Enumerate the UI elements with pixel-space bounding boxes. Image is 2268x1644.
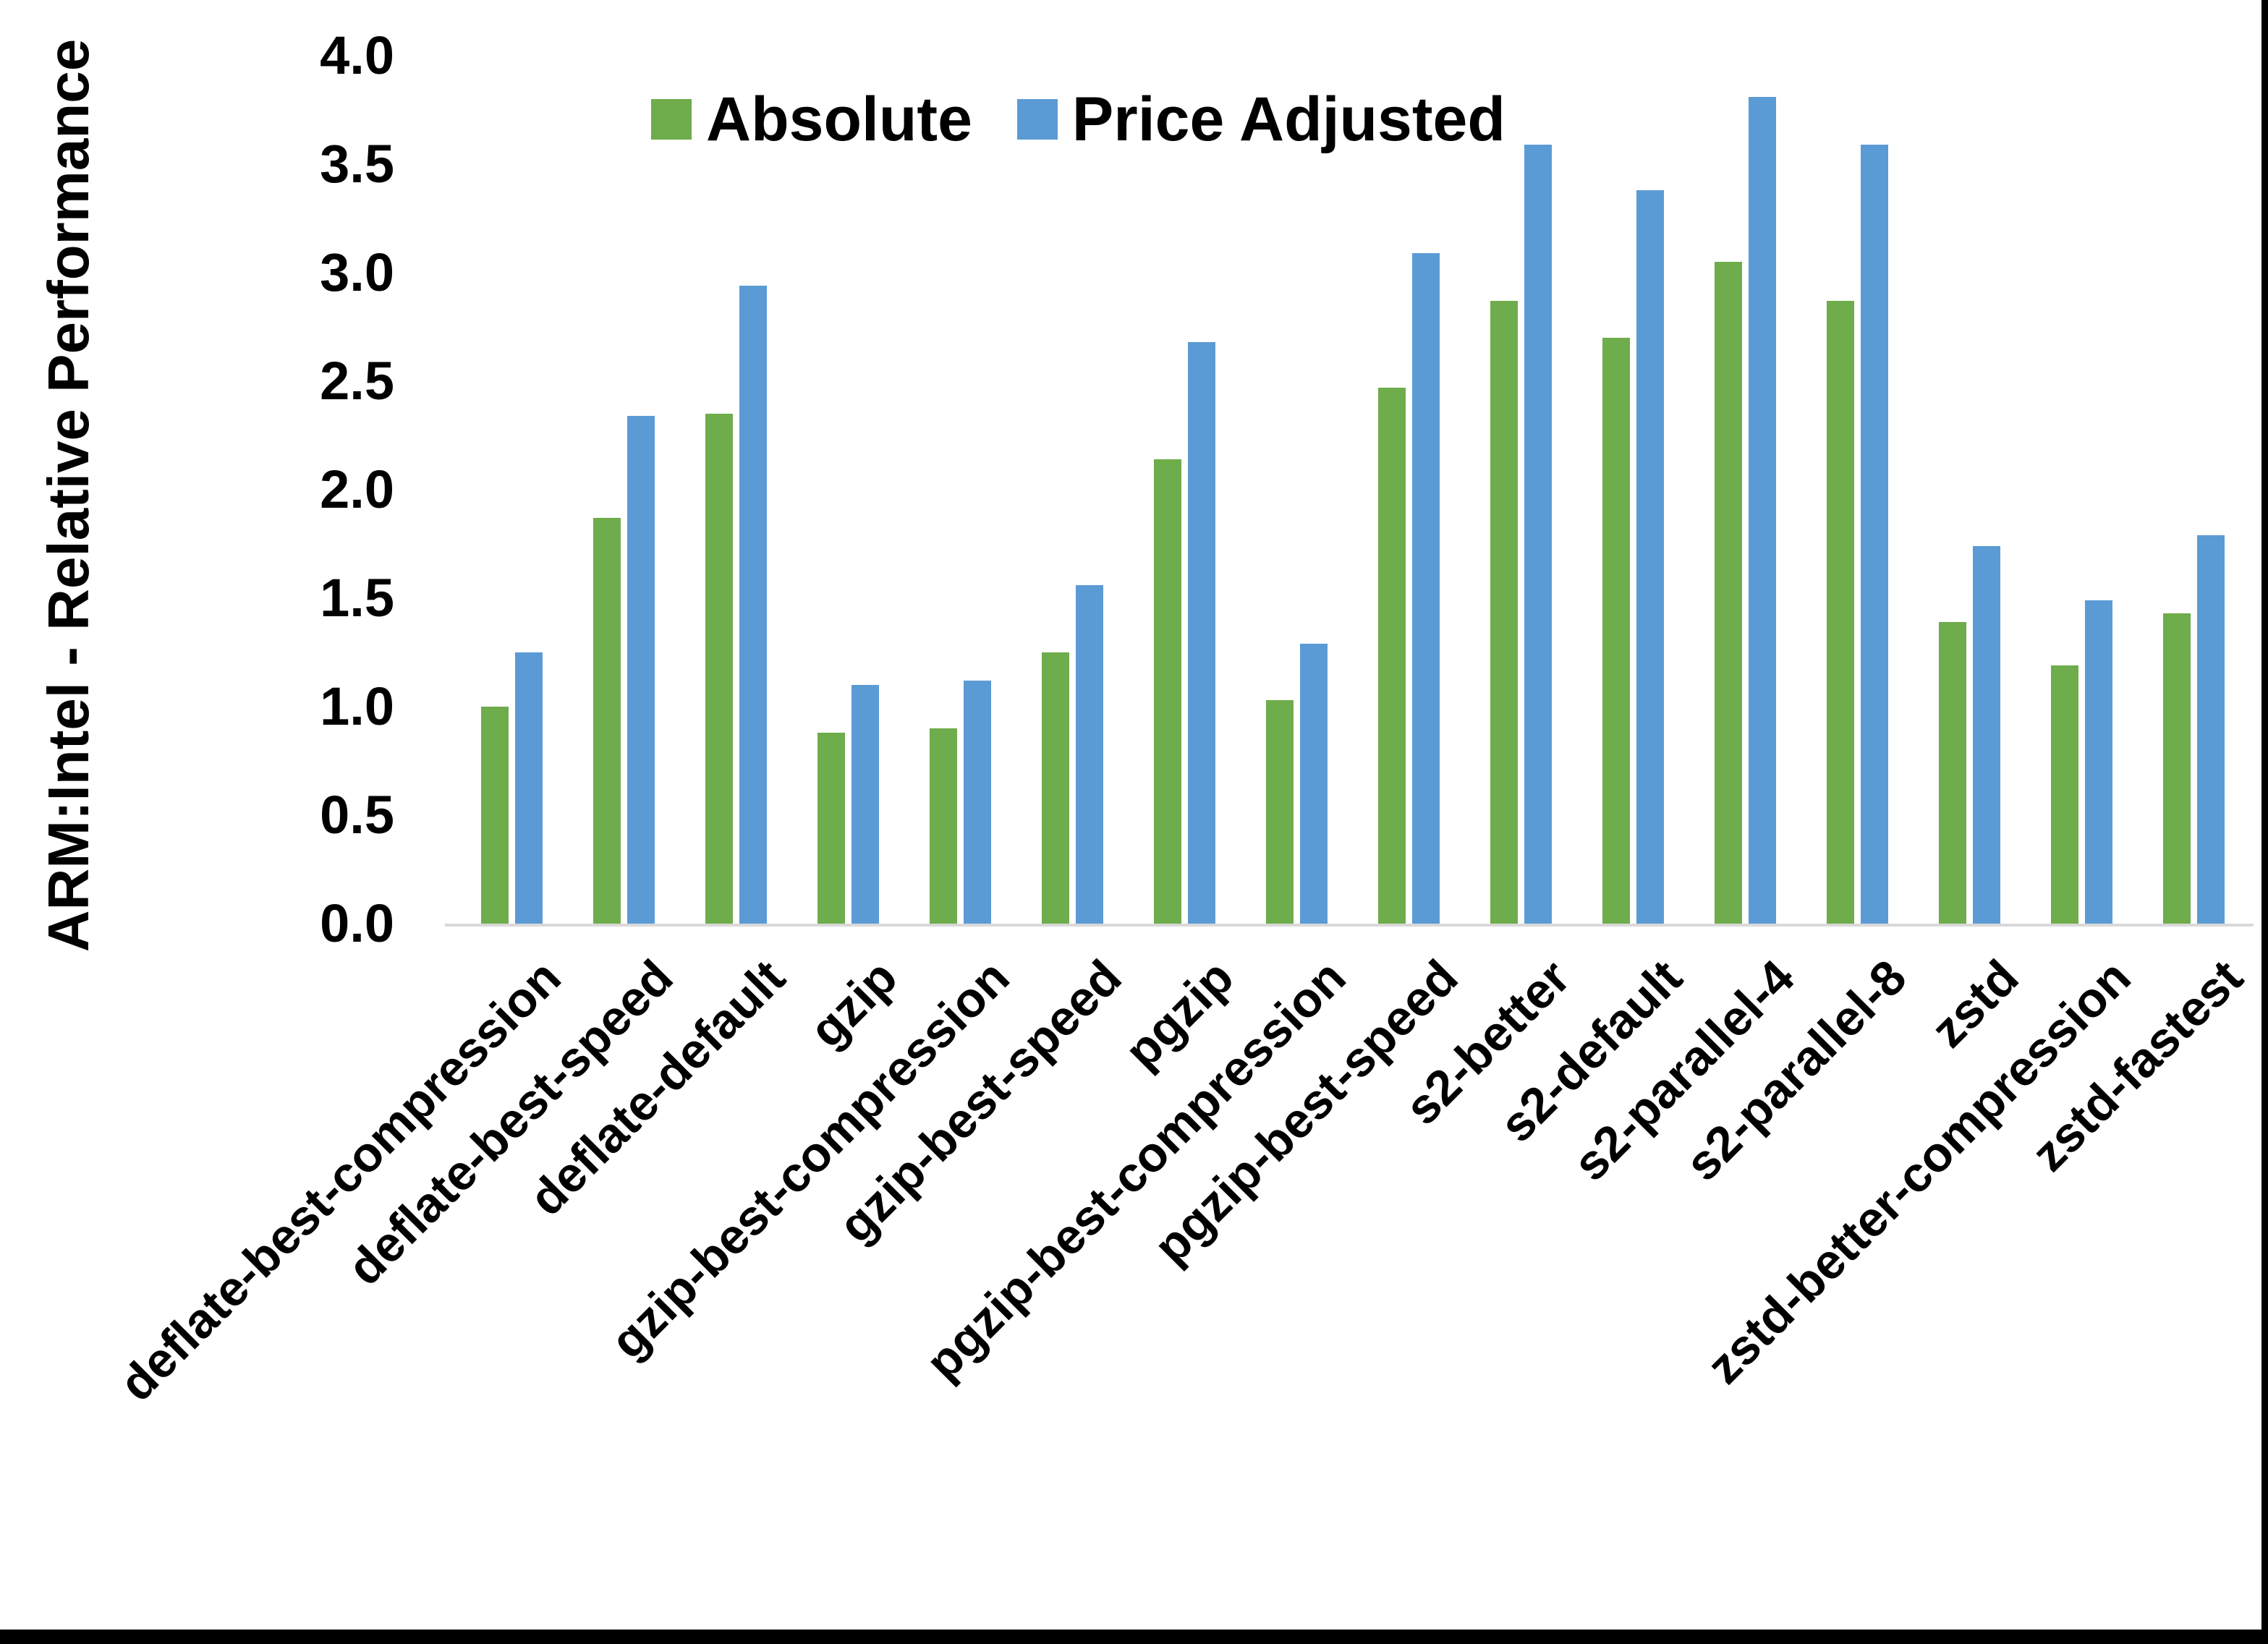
y-tick-label: 0.5 <box>320 785 394 845</box>
bar-group-s2-default <box>1577 56 1689 924</box>
bar-group-gzip <box>792 56 904 924</box>
y-tick-label: 2.0 <box>320 459 394 519</box>
bar-group-zstd-better-compression <box>2026 56 2138 924</box>
bar-group-s2-parallel-4 <box>1689 56 1801 924</box>
bar-price-adjusted <box>1076 585 1103 924</box>
bar-absolute <box>2051 665 2078 924</box>
x-axis-line <box>445 924 2254 927</box>
y-tick-label: 3.0 <box>320 242 394 302</box>
y-tick-label: 3.5 <box>320 134 394 194</box>
bar-absolute <box>1042 652 1069 924</box>
legend-label-price-adjusted: Price Adjusted <box>1071 85 1505 154</box>
bar-group-zstd <box>1914 56 2026 924</box>
y-tick-label: 1.5 <box>320 568 394 628</box>
y-tick-label: 4.0 <box>320 25 394 85</box>
bar-price-adjusted <box>1412 253 1440 924</box>
legend: Absolute Price Adjusted <box>651 88 1505 150</box>
bar-absolute <box>593 518 621 924</box>
y-tick-label: 2.5 <box>320 351 394 411</box>
bar-price-adjusted <box>1861 145 1888 924</box>
bar-absolute <box>1266 700 1294 924</box>
bar-price-adjusted <box>1188 342 1215 924</box>
legend-item-absolute: Absolute <box>651 88 972 150</box>
plot-area <box>456 56 2250 924</box>
bar-absolute <box>1715 262 1742 924</box>
legend-item-price-adjusted: Price Adjusted <box>1016 85 1505 154</box>
bar-group-pgzip-best-speed <box>1353 56 1465 924</box>
legend-swatch-absolute <box>651 99 692 140</box>
window-right-edge <box>2261 0 2268 1644</box>
bar-absolute <box>1490 301 1518 924</box>
bar-price-adjusted <box>2085 600 2112 924</box>
bar-price-adjusted <box>1973 546 2000 924</box>
bar-group-deflate-best-speed <box>568 56 680 924</box>
bar-group-pgzip <box>1129 56 1241 924</box>
legend-label-absolute: Absolute <box>706 85 972 154</box>
bar-price-adjusted <box>739 286 767 924</box>
bar-price-adjusted <box>964 681 991 924</box>
bar-price-adjusted <box>1300 644 1328 924</box>
bar-group-s2-parallel-8 <box>1801 56 1914 924</box>
bar-group-deflate-best-compression <box>456 56 568 924</box>
bar-price-adjusted <box>1749 97 1776 924</box>
bar-absolute <box>1378 388 1406 924</box>
bar-absolute <box>705 414 733 924</box>
bar-absolute <box>1602 338 1630 924</box>
bar-absolute <box>1154 459 1181 924</box>
bar-price-adjusted <box>851 685 879 924</box>
bar-absolute <box>1827 301 1854 924</box>
bar-price-adjusted <box>1636 190 1664 924</box>
bar-price-adjusted <box>627 416 655 924</box>
bar-group-zstd-fastest <box>2138 56 2250 924</box>
y-tick-label: 0.0 <box>320 893 394 953</box>
bar-absolute <box>1939 622 1966 924</box>
bar-absolute <box>2163 613 2191 924</box>
legend-swatch-price-adjusted <box>1016 99 1058 140</box>
bar-price-adjusted <box>1524 145 1552 924</box>
window-bottom-edge <box>0 1630 2268 1644</box>
y-tick-label: 1.0 <box>320 676 394 736</box>
bar-price-adjusted <box>515 652 543 924</box>
bar-absolute <box>930 728 957 924</box>
bar-absolute <box>481 707 509 924</box>
bar-group-pgzip-best-compression <box>1241 56 1353 924</box>
bar-group-gzip-best-compression <box>904 56 1016 924</box>
bar-absolute <box>817 733 845 924</box>
bar-group-gzip-best-speed <box>1016 56 1129 924</box>
bar-group-deflate-default <box>680 56 792 924</box>
bar-price-adjusted <box>2197 535 2225 924</box>
bar-group-s2-better <box>1465 56 1577 924</box>
